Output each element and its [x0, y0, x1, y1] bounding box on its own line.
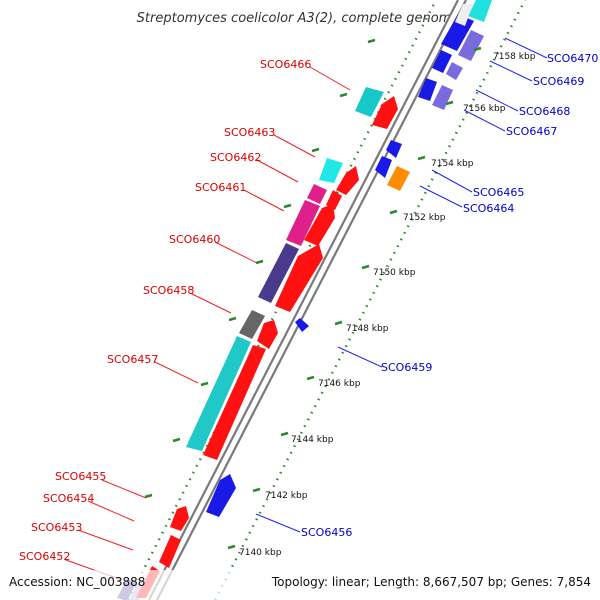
gene-block-sco6460[interactable]	[258, 243, 299, 303]
accession-text: Accession: NC_003888	[9, 575, 145, 589]
gene-block-sco6461-b[interactable]	[304, 204, 335, 246]
tick-label-7150: 7150 kbp	[373, 268, 416, 278]
gene-label-sco6470[interactable]: SCO6470	[547, 52, 598, 65]
upper-gene-labels: SCO6452 SCO6453 SCO6454 SCO6455 SCO6457 …	[19, 58, 311, 563]
gene-label-sco6466[interactable]: SCO6466	[260, 58, 311, 71]
tick-label-7156: 7156 kbp	[463, 104, 506, 114]
gene-label-sco6465[interactable]: SCO6465	[473, 186, 524, 199]
lower-leader-lines	[255, 37, 548, 533]
genome-summary-text: Topology: linear; Length: 8,667,507 bp; …	[271, 575, 591, 589]
gene-block-top-b[interactable]	[458, 30, 484, 61]
scale-ticks: 7140 kbp 7142 kbp 7144 kbp 7146 kbp 7148…	[144, 38, 536, 558]
gene-label-sco6457[interactable]: SCO6457	[107, 353, 158, 366]
gene-label-sco6464[interactable]: SCO6464	[463, 202, 514, 215]
gene-block-sco6464-b[interactable]	[375, 156, 392, 178]
gene-block-sco6456[interactable]	[206, 474, 236, 517]
gene-block-sco6454[interactable]	[170, 506, 189, 531]
lower-track-dots	[213, 0, 527, 600]
gene-block-sco6463[interactable]	[319, 158, 343, 183]
gene-label-sco6461[interactable]: SCO6461	[195, 181, 246, 194]
tick-label-7154: 7154 kbp	[431, 159, 474, 169]
gene-label-sco6458[interactable]: SCO6458	[143, 284, 194, 297]
gene-label-sco6467[interactable]: SCO6467	[506, 125, 557, 138]
gene-label-sco6454[interactable]: SCO6454	[43, 492, 94, 505]
gene-label-sco6452[interactable]: SCO6452	[19, 550, 70, 563]
gene-block-sco6464[interactable]	[387, 166, 410, 191]
lower-gene-labels: SCO6456 SCO6459 SCO6464 SCO6465 SCO6467 …	[301, 52, 598, 539]
gene-block-sco6462[interactable]	[307, 184, 327, 204]
gene-label-sco6463[interactable]: SCO6463	[224, 126, 275, 139]
gene-block-sco6458[interactable]	[239, 310, 265, 339]
tick-label-7142: 7142 kbp	[265, 491, 308, 501]
gene-block-top-c[interactable]	[432, 50, 452, 73]
gene-label-sco6459[interactable]: SCO6459	[381, 361, 432, 374]
gene-block-sco6460-b[interactable]	[275, 244, 323, 312]
gene-block-top-f[interactable]	[432, 85, 453, 110]
gene-label-sco6456[interactable]: SCO6456	[301, 526, 352, 539]
gene-block-sco6457[interactable]	[186, 336, 251, 451]
gene-block-sco6461[interactable]	[286, 200, 320, 246]
gene-block-top-h[interactable]	[455, 4, 473, 26]
gene-label-sco6468[interactable]: SCO6468	[519, 105, 570, 118]
gene-label-sco6453[interactable]: SCO6453	[31, 521, 82, 534]
gene-block-top-e[interactable]	[418, 78, 437, 101]
gene-block-sco6462-b[interactable]	[326, 190, 342, 210]
lower-gene-blocks	[206, 140, 410, 517]
gene-block-top-d[interactable]	[446, 62, 463, 80]
gene-block-top-g[interactable]	[468, 0, 492, 22]
tick-label-7152: 7152 kbp	[403, 213, 446, 223]
gene-block-sco6453[interactable]	[159, 535, 181, 568]
gene-block-sco6466[interactable]	[355, 87, 384, 117]
gene-block-sco6457-b[interactable]	[203, 345, 266, 460]
tick-label-7146: 7146 kbp	[318, 379, 361, 389]
tick-label-7158: 7158 kbp	[493, 52, 536, 62]
tick-label-7140: 7140 kbp	[239, 548, 282, 558]
gene-block-sco6458-b[interactable]	[257, 320, 278, 349]
gene-label-sco6462[interactable]: SCO6462	[210, 151, 261, 164]
upper-gene-blocks	[117, 0, 492, 600]
footer-backdrop	[0, 570, 600, 600]
genome-backbone	[148, 0, 467, 600]
gene-block-sco6459[interactable]	[295, 318, 309, 332]
gene-block-sco6463-b[interactable]	[336, 166, 359, 195]
gene-label-sco6469[interactable]: SCO6469	[533, 75, 584, 88]
gene-block-sco6466-b[interactable]	[372, 96, 398, 129]
gene-block-sco6465[interactable]	[386, 140, 402, 158]
tick-label-7144: 7144 kbp	[291, 435, 334, 445]
gene-label-sco6455[interactable]: SCO6455	[55, 470, 106, 483]
gene-label-sco6460[interactable]: SCO6460	[169, 233, 220, 246]
genome-title: Streptomyces coelicolor A3(2), complete …	[137, 11, 460, 26]
tick-label-7148: 7148 kbp	[346, 324, 389, 334]
